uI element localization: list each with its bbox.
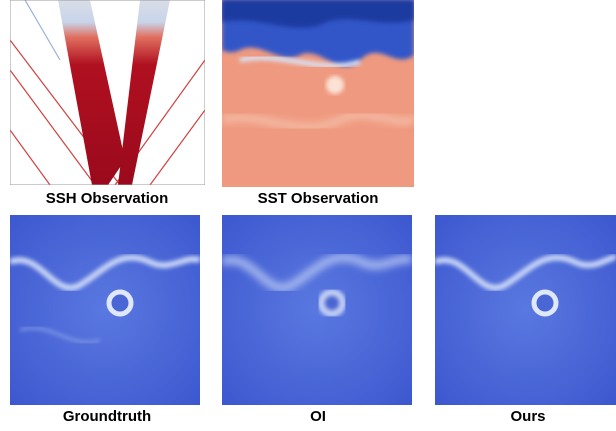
figure: SSH Observation SST Observation Groundtr…: [0, 0, 616, 431]
caption: OI: [310, 408, 326, 425]
sst-image: [222, 0, 414, 187]
caption: SSH Observation: [46, 190, 169, 207]
caption: Ours: [510, 408, 545, 425]
caption: Groundtruth: [63, 408, 151, 425]
ssh-image: [10, 0, 205, 185]
caption: SST Observation: [258, 190, 379, 207]
groundtruth-image: [10, 215, 200, 405]
oi-image: [222, 215, 412, 405]
ours-image: [435, 215, 616, 405]
